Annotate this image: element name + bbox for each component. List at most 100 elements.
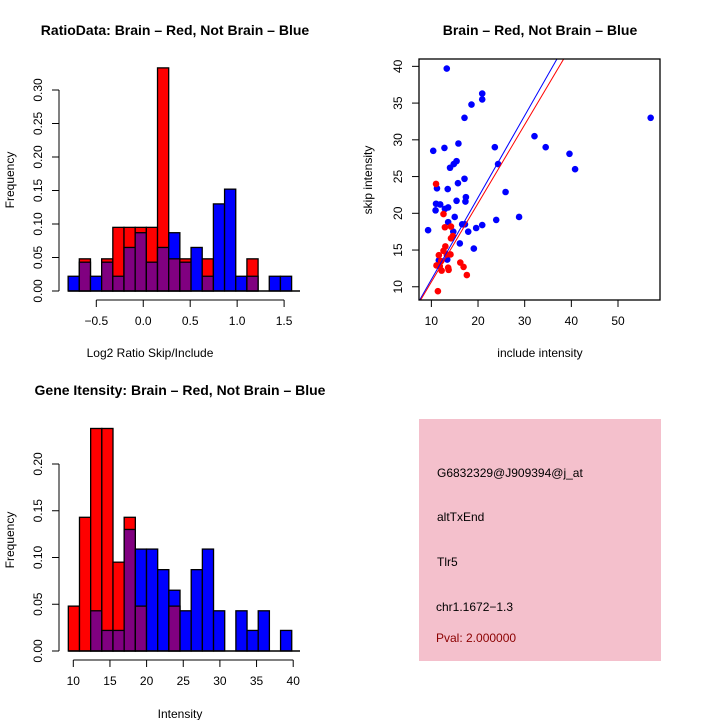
ratio-hist-bars xyxy=(67,67,293,292)
ratio-hist-bar-overlap xyxy=(123,246,136,292)
ratio-hist-bar-overlap xyxy=(145,261,159,292)
intensity-hist-xlabel: Intensity xyxy=(158,707,203,720)
scatter-point-not-brain xyxy=(472,224,480,232)
scatter-point-brain xyxy=(432,180,440,188)
scatter-point-not-brain xyxy=(461,114,468,122)
scatter-point-not-brain xyxy=(451,213,458,221)
ratio-hist-bar-overlap xyxy=(112,275,125,292)
intensity-hist-x-tick-label: 40 xyxy=(287,674,301,688)
scatter-point-brain xyxy=(434,287,442,295)
scatter-point-not-brain xyxy=(453,197,460,205)
intensity-hist-bar-not-brain xyxy=(257,610,271,652)
ratio-hist-y-tick-label: 0.05 xyxy=(31,245,45,269)
scatter-y-tick-label: 35 xyxy=(391,96,405,110)
scatter-point-brain xyxy=(445,266,452,274)
intensity-hist-bar-overlap xyxy=(101,629,114,652)
intensity-hist-title: Gene Itensity: Brain – Red, Not Brain – … xyxy=(35,382,326,398)
intensity-hist-ylabel: Frequency xyxy=(3,512,17,569)
ratio-hist-bar-overlap xyxy=(134,232,147,292)
scatter-point-brain xyxy=(447,223,455,230)
intensity-hist-bar-overlap xyxy=(90,610,103,652)
info-panel: G6832329@J909394@j_at altTxEnd Tlr5 chr1… xyxy=(419,419,661,661)
ratio-hist-y-tick-label: 0.00 xyxy=(31,279,45,303)
intensity-hist-x-tick-label: 35 xyxy=(250,674,264,688)
scatter-point-not-brain xyxy=(462,198,469,205)
scatter-x-tick-label: 50 xyxy=(611,314,625,328)
ratio-hist-x-tick-label: 1.0 xyxy=(229,314,246,328)
intensity-hist-x-tick-label: 15 xyxy=(103,674,117,688)
scatter-y-tick-label: 10 xyxy=(391,280,405,294)
ratio-hist-bar-not-brain xyxy=(279,275,293,292)
intensity-hist-x-tick-label: 30 xyxy=(213,674,227,688)
intensity-hist-bar-overlap xyxy=(134,605,148,652)
scatter-title: Brain – Red, Not Brain – Blue xyxy=(443,22,638,38)
scatter-point-not-brain xyxy=(443,65,451,72)
intensity-hist-bars xyxy=(67,427,293,652)
intensity-hist-y-tick-label: 0.10 xyxy=(31,545,45,569)
scatter-x-tick-label: 30 xyxy=(518,314,532,328)
intensity-hist-bar-brain xyxy=(67,605,81,652)
intensity-hist-bar-overlap xyxy=(123,528,136,652)
intensity-hist-bar-not-brain xyxy=(157,569,170,652)
scatter-point-not-brain xyxy=(461,175,468,183)
intensity-hist-y-tick-label: 0.00 xyxy=(31,639,45,663)
scatter-y-tick-label: 30 xyxy=(391,133,405,147)
scatter-point-not-brain xyxy=(478,96,486,103)
info-panel-background xyxy=(419,419,661,661)
scatter-y-tick-label: 20 xyxy=(391,206,405,220)
scatter-point-not-brain xyxy=(470,245,478,252)
info-event: altTxEnd xyxy=(437,510,484,524)
scatter-point-not-brain xyxy=(455,140,462,147)
info-gene: Tlr5 xyxy=(437,555,458,569)
ratio-hist-bar-not-brain xyxy=(235,275,248,292)
scatter-point-not-brain xyxy=(456,240,464,247)
intensity-hist-x-tick-label: 10 xyxy=(67,674,81,688)
scatter-point-not-brain xyxy=(571,165,579,173)
scatter-point-brain xyxy=(435,251,443,259)
intensity-hist-bar-not-brain xyxy=(279,629,293,652)
ratio-hist-x-tick-label: −0.5 xyxy=(84,314,108,328)
scatter-point-not-brain xyxy=(441,205,449,213)
ratio-hist-y-tick-label: 0.10 xyxy=(31,212,45,236)
scatter-point-brain xyxy=(460,263,467,271)
intensity-hist-y-tick-label: 0.15 xyxy=(31,499,45,523)
ratio-hist-y-tick-label: 0.30 xyxy=(31,78,45,102)
intensity-hist-bar-not-brain xyxy=(145,548,159,652)
ratio-hist-bar-not-brain xyxy=(268,275,282,292)
scatter-x-tick-label: 20 xyxy=(471,314,485,328)
scatter-point-not-brain xyxy=(444,185,451,193)
scatter-point-not-brain xyxy=(468,101,475,108)
scatter-point-not-brain xyxy=(446,164,454,172)
scatter-ylabel: skip intensity xyxy=(361,146,375,215)
scatter-point-not-brain xyxy=(531,132,538,140)
scatter-point-not-brain xyxy=(542,143,549,151)
ratio-hist-bar-overlap xyxy=(78,261,92,292)
ratio-hist-x-tick-label: 0.0 xyxy=(135,314,152,328)
ratio-hist-bar-overlap xyxy=(156,246,170,292)
scatter-y-tick-label: 40 xyxy=(391,59,405,73)
ratio-hist-bar-not-brain xyxy=(212,203,226,292)
ratio-hist-x-tick-label: 1.5 xyxy=(276,314,293,328)
intensity-hist-bar-overlap xyxy=(112,629,125,652)
ratio-hist-bar-not-brain xyxy=(190,246,203,292)
intensity-hist-y-tick-label: 0.05 xyxy=(31,592,45,616)
scatter-frame xyxy=(418,58,661,301)
scatter-x-tick-label: 10 xyxy=(425,314,439,328)
ratio-hist-bar-not-brain xyxy=(67,275,80,292)
scatter-point-brain xyxy=(463,271,471,279)
ratio-hist-bar-not-brain xyxy=(223,188,237,292)
ratio-hist-y-tick-label: 0.20 xyxy=(31,145,45,169)
intensity-hist-bar-not-brain xyxy=(179,610,192,652)
scatter-point-not-brain xyxy=(647,114,654,122)
intensity-hist-bar-not-brain xyxy=(246,629,259,652)
scatter-point-not-brain xyxy=(441,144,448,152)
scatter-point-brain xyxy=(440,210,447,218)
intensity-hist-y-tick-label: 0.20 xyxy=(31,452,45,476)
intensity-hist-bar-not-brain xyxy=(201,548,215,652)
intensity-hist-bar-overlap xyxy=(168,605,181,652)
scatter-point-not-brain xyxy=(432,207,439,214)
intensity-hist-bar-brain xyxy=(78,516,92,652)
intensity-hist-bar-not-brain xyxy=(190,569,204,652)
